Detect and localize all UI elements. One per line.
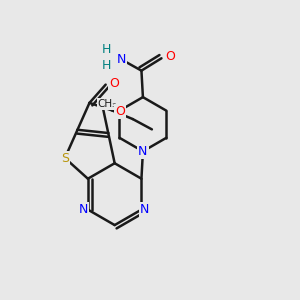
Text: H: H (101, 59, 111, 72)
Text: H: H (101, 43, 111, 56)
Text: O: O (115, 105, 125, 118)
Text: CH₃: CH₃ (98, 99, 117, 109)
Text: N: N (138, 145, 148, 158)
Text: S: S (61, 152, 69, 164)
Text: N: N (79, 203, 88, 216)
Text: O: O (109, 77, 119, 90)
Text: N: N (117, 53, 126, 66)
Text: O: O (165, 50, 175, 63)
Text: N: N (140, 203, 149, 216)
